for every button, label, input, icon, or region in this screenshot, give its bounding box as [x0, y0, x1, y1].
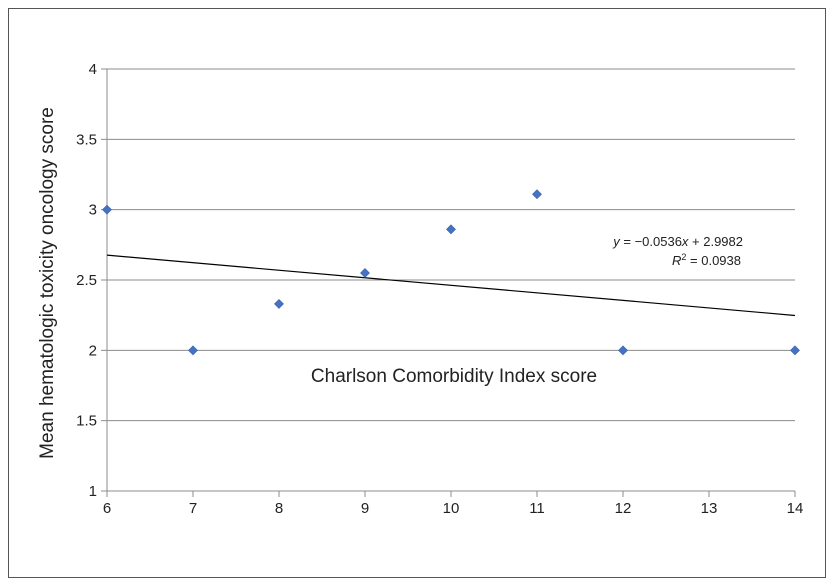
- r2-superscript: 2: [681, 252, 686, 262]
- trendline-group: [106, 254, 796, 317]
- x-tick-label: 12: [615, 500, 632, 517]
- data-point: [790, 345, 800, 356]
- x-tick-label: 6: [103, 500, 111, 517]
- data-point: [188, 345, 198, 356]
- equation-intercept: + 2.9982: [688, 234, 743, 249]
- y-axis-title: Mean hematologic toxicity oncology score: [37, 107, 58, 459]
- x-tick-label: 9: [361, 500, 369, 517]
- chart-frame: 1 1.5 2 2.5 3 3.5 4 6 7 8 9 10 11 12 13 14 Charlson Co…: [8, 8, 826, 578]
- y-tick-label: 4: [89, 61, 97, 78]
- r2-value: = 0.0938: [686, 253, 741, 268]
- y-tick-label: 3.5: [76, 131, 97, 148]
- y-tick-label: 3: [89, 202, 97, 219]
- x-tick-label: 13: [701, 500, 718, 517]
- data-point: [446, 224, 456, 235]
- y-tick-label: 1.5: [76, 413, 97, 430]
- y-tick-labels: 1 1.5 2 2.5 3 3.5 4: [76, 61, 97, 500]
- axes: [101, 68, 796, 497]
- y-tick-label: 2: [89, 342, 97, 359]
- scatter-chart: 1 1.5 2 2.5 3 3.5 4 6 7 8 9 10 11 12 13 14 Charlson Co…: [37, 61, 804, 517]
- data-point: [102, 204, 112, 215]
- x-tick-label: 14: [787, 500, 804, 517]
- x-tick-label: 7: [189, 500, 197, 517]
- y-tick-label: 1: [89, 483, 97, 500]
- r2-symbol: R: [672, 253, 681, 268]
- equation-y: y: [612, 234, 621, 249]
- data-points: [102, 189, 800, 356]
- x-tick-label: 11: [529, 500, 545, 517]
- trendline-equation: y = −0.0536x + 2.9982: [612, 234, 743, 249]
- equation-x: x: [681, 234, 689, 249]
- y-tick-label: 2.5: [76, 272, 97, 289]
- trendline-r2: R2 = 0.0938: [672, 252, 741, 268]
- equation-slope: = −0.0536: [620, 234, 682, 249]
- x-tick-label: 8: [275, 500, 283, 517]
- x-tick-labels: 6 7 8 9 10 11 12 13 14: [103, 500, 804, 517]
- gridlines: [107, 68, 795, 422]
- x-tick-label: 10: [443, 500, 460, 517]
- x-axis-title: Charlson Comorbidity Index score: [311, 366, 597, 387]
- data-point: [360, 268, 370, 278]
- trendline: [106, 254, 796, 317]
- data-point: [532, 189, 542, 200]
- data-point: [618, 345, 628, 356]
- data-point: [274, 298, 284, 309]
